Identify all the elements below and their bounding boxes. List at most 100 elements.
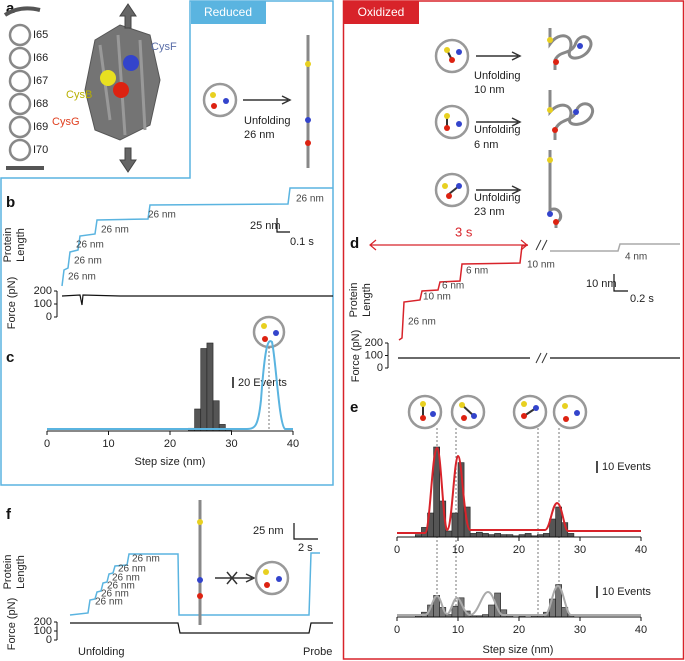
unfolded-chain [197,500,203,625]
oxidized-title: Oxidized [358,5,405,19]
histogram-bar [445,530,453,538]
y-tick-label: 200 [34,616,52,628]
force-label: Force (pN) [6,598,18,651]
step-label: 26 nm [148,210,176,221]
scale-label: 10 Events [602,586,651,598]
y-tick-label: 0 [377,362,383,374]
histogram-bar [469,533,477,538]
state-icons [407,394,588,430]
histogram-bar [543,533,550,538]
oxidized-tab [344,1,419,24]
histogram-bar [475,531,483,538]
x-axis-label: Step size (nm) [135,456,206,468]
unfolding-label: Unfolding [474,70,520,82]
scale-bar [613,274,628,292]
cys-f-atom [123,55,139,71]
step-label: 26 nm [68,272,96,283]
x-tick-label: 40 [635,544,647,556]
cys-g-atom [113,82,129,98]
force-label: Force (pN) [6,277,18,330]
step-label: 26 nm [408,317,436,328]
step-label: 4 nm [625,252,647,263]
histogram-bar [218,424,226,432]
oxidized-frame [342,0,685,660]
histogram-bar [494,533,502,538]
y-axis-label: ProteinLength [2,228,27,263]
x-tick-label: 30 [574,544,586,556]
force-label: Force (pN) [350,330,362,383]
time-gap-arrow [369,239,528,251]
panel-label: e [350,399,358,416]
step-label: 26 nm [74,256,102,267]
length-trace [550,243,680,252]
scale-label: 0.2 s [630,293,654,305]
y-tick-label: 100 [365,349,383,361]
chain-residues [547,37,583,225]
panel-label: f [6,506,12,523]
panel-label: d [350,235,359,252]
x-tick-label: 0 [44,438,50,450]
step-label: 26 nm [132,554,160,565]
step-label: 6 nm [474,139,498,151]
step-label: 10 nm [527,260,555,271]
step-label: 6 nm [466,266,488,277]
x-tick-label: 30 [574,624,586,636]
unfolding-label: Unfolding [244,115,290,127]
y-tick-label: 0 [46,311,52,323]
y-tick-label: 200 [365,337,383,349]
y-axis-label: ProteinLength [348,283,373,318]
scale-label: 25 nm [250,220,281,232]
step-label: 26 nm [101,225,129,236]
panel-label: a [6,0,15,17]
scale-bar [276,218,290,233]
x-tick-label: 20 [164,438,176,450]
scale-label: 0.1 s [290,236,314,248]
step-label: 26 nm [107,581,135,592]
histogram-bar [451,605,459,618]
step-label: 23 nm [474,206,505,218]
scale-bar [293,523,318,540]
oxidized-icons [434,38,470,208]
y-tick-label: 0 [46,634,52,646]
step-label: 26 nm [76,240,104,251]
residue-label: I65 [33,29,48,41]
unfolding-label: Unfolding [474,124,520,136]
panel-label: c [6,349,14,366]
folded-icon [202,82,238,118]
residue-label: I70 [33,144,48,156]
residue-label: I68 [33,98,48,110]
cys-label: CysB [66,89,92,101]
x-tick-label: 0 [394,624,400,636]
scale-label: 25 nm [253,525,284,537]
step-label: 26 nm [95,597,123,608]
step-label: 26 nm [244,129,275,141]
arrow [476,51,522,195]
axis-break [535,352,548,364]
force-trace [70,622,333,634]
fit-curve [397,446,641,534]
fit-curve [397,584,641,617]
histogram-bar [451,512,459,538]
scale-label: 10 nm [586,278,617,290]
cys-b-atom [100,70,116,86]
histogram-bar [488,604,495,618]
phase-label: Probe [303,646,332,658]
unfolding-label: Unfolding [474,192,520,204]
step-label: 6 nm [442,281,464,292]
step-label: 10 nm [423,292,451,303]
blocked-arrow [215,571,256,585]
arrow [243,95,292,105]
x-tick-label: 10 [102,438,114,450]
step-label: 26 nm [101,589,129,600]
step-label: 26 nm [118,564,146,575]
force-trace [61,294,333,306]
residue-label: I66 [33,52,48,64]
x-tick-label: 30 [225,438,237,450]
residue-label: I69 [33,121,48,133]
x-tick-label: 40 [287,438,299,450]
y-tick-label: 200 [34,285,52,297]
y-tick-label: 100 [34,625,52,637]
time-gap-label: 3 s [455,224,473,239]
